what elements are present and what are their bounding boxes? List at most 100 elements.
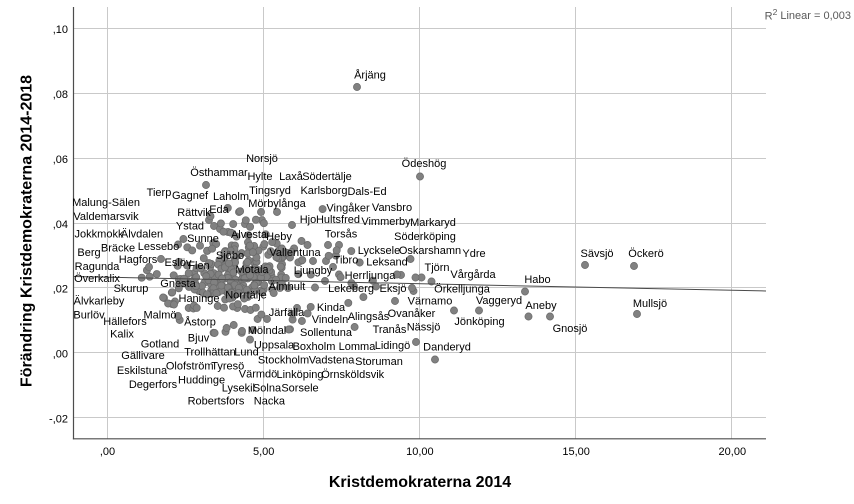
svg-text:-,02: -,02 bbox=[49, 413, 68, 425]
svg-text:Valdemarsvik: Valdemarsvik bbox=[73, 211, 139, 223]
svg-text:Vårgårda: Vårgårda bbox=[450, 269, 496, 281]
svg-text:Norrtälje: Norrtälje bbox=[225, 289, 267, 301]
svg-text:Södertälje: Södertälje bbox=[302, 171, 352, 183]
svg-text:Mullsjö: Mullsjö bbox=[633, 298, 667, 310]
svg-text:,02: ,02 bbox=[53, 284, 68, 296]
svg-text:Uppsala: Uppsala bbox=[254, 339, 295, 351]
svg-text:Vaggeryd: Vaggeryd bbox=[476, 295, 522, 307]
svg-text:Älmhult: Älmhult bbox=[269, 281, 306, 293]
svg-text:Robertsfors: Robertsfors bbox=[188, 395, 245, 407]
svg-text:Söderköping: Söderköping bbox=[394, 231, 456, 243]
svg-text:Bräcke: Bräcke bbox=[101, 242, 135, 254]
svg-text:Alvesta: Alvesta bbox=[231, 229, 268, 241]
svg-text:Tranås: Tranås bbox=[373, 324, 407, 336]
svg-text:Heby: Heby bbox=[266, 231, 292, 243]
svg-text:Torsås: Torsås bbox=[325, 228, 358, 240]
svg-text:Kristdemokraterna 2014: Kristdemokraterna 2014 bbox=[329, 474, 511, 491]
svg-text:Öckerö: Öckerö bbox=[628, 248, 663, 260]
svg-text:Skurup: Skurup bbox=[114, 283, 149, 295]
svg-text:Eksjö: Eksjö bbox=[380, 283, 407, 295]
svg-text:Ljungby: Ljungby bbox=[294, 265, 333, 277]
svg-text:Kalix: Kalix bbox=[110, 328, 134, 340]
svg-text:Gällivare: Gällivare bbox=[121, 350, 164, 362]
svg-text:Burlöv: Burlöv bbox=[73, 309, 105, 321]
svg-text:Värnamo: Värnamo bbox=[408, 295, 453, 307]
svg-text:Habo: Habo bbox=[524, 274, 550, 286]
svg-text:Gnosjö: Gnosjö bbox=[553, 323, 588, 335]
svg-text:Nacka: Nacka bbox=[254, 395, 286, 407]
svg-text:Huddinge: Huddinge bbox=[178, 374, 225, 386]
svg-text:Kinda: Kinda bbox=[317, 302, 346, 314]
svg-text:Vadstena: Vadstena bbox=[309, 354, 356, 366]
svg-text:Eskilstuna: Eskilstuna bbox=[117, 365, 168, 377]
svg-text:Alingsås: Alingsås bbox=[348, 311, 390, 323]
svg-text:Markaryd: Markaryd bbox=[410, 217, 456, 229]
svg-text:Lessebo: Lessebo bbox=[138, 241, 180, 253]
svg-text:Älvdalen: Älvdalen bbox=[121, 228, 163, 240]
svg-text:,10: ,10 bbox=[53, 24, 68, 36]
svg-text:Hagfors: Hagfors bbox=[119, 254, 158, 266]
svg-text:Boxholm: Boxholm bbox=[293, 341, 336, 353]
svg-text:Vingåker: Vingåker bbox=[326, 202, 370, 214]
svg-text:Berg: Berg bbox=[77, 247, 100, 259]
svg-text:Norsjö: Norsjö bbox=[246, 153, 278, 165]
svg-text:Ovanåker: Ovanåker bbox=[388, 308, 436, 320]
svg-text:Mörbylånga: Mörbylånga bbox=[248, 198, 306, 210]
svg-text:R2 Linear = 0,003: R2 Linear = 0,003 bbox=[765, 7, 851, 23]
svg-text:,00: ,00 bbox=[100, 446, 115, 458]
svg-text:Laxå: Laxå bbox=[279, 171, 304, 183]
svg-text:Gotland: Gotland bbox=[141, 338, 180, 350]
svg-text:Rättvik: Rättvik bbox=[177, 207, 211, 219]
svg-text:Vimmerby: Vimmerby bbox=[361, 216, 411, 228]
svg-text:Vallentuna: Vallentuna bbox=[269, 247, 321, 259]
svg-text:Lysekil: Lysekil bbox=[222, 382, 255, 394]
svg-text:Danderyd: Danderyd bbox=[423, 341, 471, 353]
svg-text:Jokkmokk: Jokkmokk bbox=[75, 228, 124, 240]
svg-text:,08: ,08 bbox=[53, 89, 68, 101]
svg-text:Förändring Kristdemokraterna 2: Förändring Kristdemokraterna 2014-2018 bbox=[19, 75, 36, 387]
svg-text:Värmdö: Värmdö bbox=[239, 368, 278, 380]
svg-text:Ödeshög: Ödeshög bbox=[402, 158, 447, 170]
svg-text:Tyresö: Tyresö bbox=[211, 360, 244, 372]
svg-text:10,00: 10,00 bbox=[406, 446, 434, 458]
svg-text:Malmö: Malmö bbox=[143, 309, 176, 321]
svg-text:Åstorp: Åstorp bbox=[184, 315, 216, 328]
svg-text:Sollentuna: Sollentuna bbox=[300, 327, 353, 339]
svg-text:20,00: 20,00 bbox=[719, 446, 747, 458]
svg-text:Lund: Lund bbox=[234, 346, 258, 358]
svg-text:Mölndal: Mölndal bbox=[248, 325, 287, 337]
svg-text:Linköping: Linköping bbox=[276, 369, 323, 381]
svg-text:Ystad: Ystad bbox=[176, 220, 204, 232]
svg-text:Vindeln: Vindeln bbox=[312, 314, 349, 326]
svg-text:Överkalix: Överkalix bbox=[74, 273, 120, 285]
svg-text:Hylte: Hylte bbox=[247, 171, 272, 183]
svg-text:Laholm: Laholm bbox=[213, 191, 249, 203]
svg-text:Lekeberg: Lekeberg bbox=[328, 283, 374, 295]
svg-text:Sävsjö: Sävsjö bbox=[580, 248, 613, 260]
svg-text:Leksand: Leksand bbox=[366, 256, 408, 268]
svg-text:Trollhättan: Trollhättan bbox=[184, 346, 236, 358]
svg-text:Herrljunga: Herrljunga bbox=[345, 270, 397, 282]
svg-text:Östhammar: Östhammar bbox=[190, 167, 248, 179]
svg-text:Järfälla: Järfälla bbox=[269, 307, 305, 319]
svg-text:Aneby: Aneby bbox=[525, 300, 557, 312]
svg-text:Haninge: Haninge bbox=[179, 293, 220, 305]
svg-text:Karlsborg: Karlsborg bbox=[300, 185, 347, 197]
svg-text:Dals-Ed: Dals-Ed bbox=[347, 186, 386, 198]
svg-text:Solna: Solna bbox=[253, 382, 282, 394]
svg-text:Nässjö: Nässjö bbox=[407, 321, 441, 333]
svg-text:Eda: Eda bbox=[209, 204, 229, 216]
svg-text:5,00: 5,00 bbox=[253, 446, 274, 458]
svg-text:Eslöv: Eslöv bbox=[165, 257, 192, 269]
svg-text:Gnesta: Gnesta bbox=[160, 278, 196, 290]
svg-text:Sorsele: Sorsele bbox=[281, 382, 318, 394]
svg-text:Hjo: Hjo bbox=[300, 214, 317, 226]
svg-text:,04: ,04 bbox=[53, 219, 68, 231]
svg-text:Tingsryd: Tingsryd bbox=[249, 185, 291, 197]
svg-text:Vansbro: Vansbro bbox=[372, 202, 412, 214]
svg-text:Sjöbo: Sjöbo bbox=[216, 250, 244, 262]
svg-text:Motala: Motala bbox=[235, 264, 269, 276]
svg-text:Tierp: Tierp bbox=[147, 187, 172, 199]
svg-text:Tibro: Tibro bbox=[334, 254, 359, 266]
svg-text:Oskarshamn: Oskarshamn bbox=[399, 245, 461, 257]
